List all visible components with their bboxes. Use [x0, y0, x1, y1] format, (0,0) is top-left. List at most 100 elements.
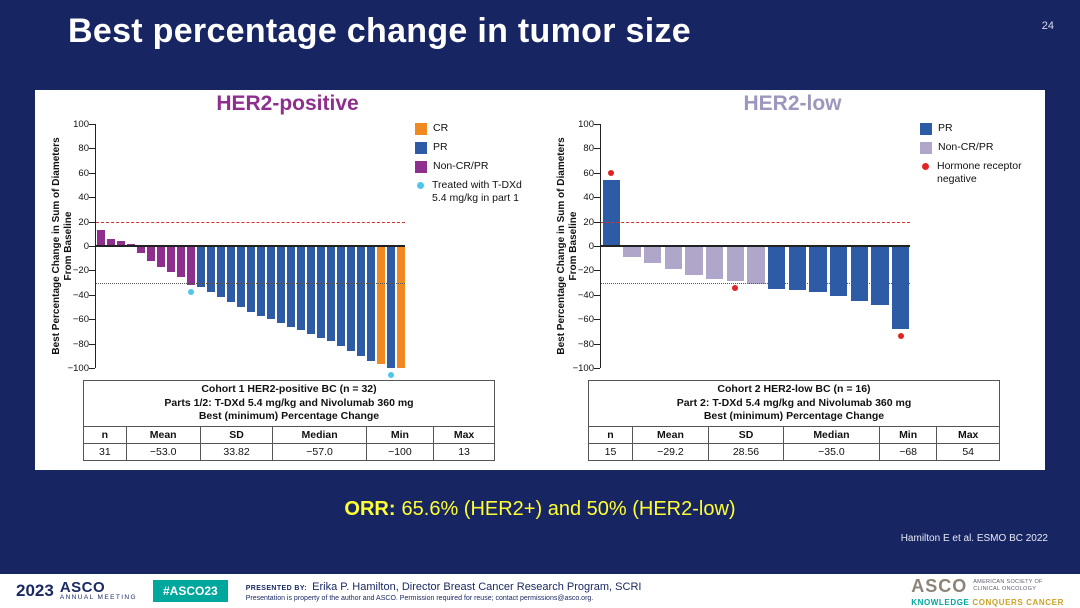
chart-her2-low: HER2-low Best Percentage Change in Sum o… — [540, 90, 1045, 470]
waterfall-bar — [96, 230, 106, 246]
footer-asco-text: ASCO — [59, 579, 106, 597]
waterfall-bar — [126, 243, 136, 246]
legend-item: Non-CR/PR — [920, 141, 1042, 154]
plot-area — [594, 124, 910, 369]
y-tick-mark — [89, 368, 95, 369]
y-tick-label: −60 — [72, 314, 89, 326]
y-tick-label: 60 — [583, 167, 594, 179]
stats-table: Cohort 1 HER2-positive BC (n = 32) Parts … — [83, 380, 495, 461]
table-value-cell: 28.56 — [708, 442, 784, 461]
legend-item: PR — [920, 122, 1042, 135]
y-tick-label: 80 — [583, 143, 594, 155]
waterfall-bar — [196, 246, 206, 288]
waterfall-bar — [136, 246, 146, 254]
footer-asco-wordmark: ASCO ANNUAL MEETING — [60, 580, 137, 602]
y-tick-labels: 100 80 60 40 20 0 −20 −40 −60 −80 −100 — [43, 119, 93, 374]
page-number: 24 — [1041, 20, 1054, 32]
legend-square-icon — [415, 123, 427, 135]
table-column-header: SD — [199, 425, 274, 444]
y-tick-mark — [594, 172, 600, 174]
y-tick-mark — [594, 246, 600, 247]
table-value-cell: 31 — [83, 442, 127, 461]
waterfall-bar — [236, 246, 246, 307]
y-tick-label: 100 — [73, 119, 89, 130]
table-title-line: Best (minimum) Percentage Change — [198, 410, 380, 423]
orr-label: ORR: — [344, 498, 396, 520]
table-column-header: Median — [272, 425, 367, 444]
orr-summary: ORR: 65.6% (HER2+) and 50% (HER2-low) — [0, 498, 1080, 521]
y-tick-mark — [594, 148, 600, 150]
orr-text: 65.6% (HER2+) and 50% (HER2-low) — [401, 498, 736, 520]
table-value-cell: 33.82 — [199, 442, 274, 461]
legend-item: Hormone receptor negative — [920, 160, 1042, 185]
waterfall-bar — [767, 246, 786, 289]
reference-line-dotted — [96, 282, 405, 284]
legend-label: Non-CR/PR — [433, 160, 489, 172]
y-tick-mark — [594, 197, 600, 199]
table-column-header: Min — [878, 425, 938, 444]
table-value-cell: 15 — [588, 442, 633, 461]
waterfall-bar — [623, 246, 641, 257]
y-tick-labels: 100 80 60 40 20 0 −20 −40 −60 −80 −100 — [548, 119, 598, 374]
waterfall-bar — [286, 246, 296, 327]
table-value-cell: −68 — [878, 442, 938, 461]
waterfall-bar — [366, 246, 376, 361]
table-column-header: Max — [936, 425, 1000, 444]
table-value-cell: −29.2 — [631, 442, 710, 461]
legend-square-icon — [415, 161, 427, 173]
y-tick-mark — [89, 221, 95, 223]
waterfall-bar — [156, 246, 166, 267]
legend-item: CR — [415, 122, 537, 135]
x-axis-line — [601, 245, 910, 247]
y-tick-label: −20 — [72, 265, 89, 277]
reference-line-dashed — [601, 221, 910, 223]
waterfall-bar — [246, 246, 256, 312]
y-tick-mark — [89, 197, 95, 199]
waterfall-bar — [705, 246, 724, 279]
asco-society-name-line1: AMERICAN SOCIETY OF — [973, 578, 1043, 585]
marker-dot — [188, 289, 194, 296]
y-tick-label: −60 — [577, 314, 594, 326]
table-column-header: Mean — [125, 425, 201, 444]
table-value-cell: −53.0 — [125, 442, 201, 461]
asco-annual-meeting-logo: 2023 ASCO ANNUAL MEETING — [16, 580, 137, 602]
presented-by-line: PRESENTED BY: Erika P. Hamilton, Directo… — [246, 581, 642, 593]
chart-title: HER2-low — [743, 92, 842, 115]
table-column-header: n — [83, 425, 127, 444]
waterfall-bar — [206, 246, 216, 293]
waterfall-bar — [602, 180, 620, 246]
disclaimer-text: Presentation is property of the author a… — [245, 594, 594, 602]
legend-label: PR — [938, 122, 953, 134]
hashtag-badge: #ASCO23 — [152, 580, 228, 602]
y-tick-mark — [594, 221, 600, 223]
y-tick-label: −80 — [72, 338, 89, 350]
y-tick-mark — [594, 343, 600, 345]
asco-society-name: AMERICAN SOCIETY OF CLINICAL ONCOLOGY — [973, 579, 1042, 593]
waterfall-bar — [788, 246, 806, 290]
waterfall-bar — [166, 246, 176, 272]
y-tick-label: 60 — [78, 167, 89, 179]
footer: 2023 ASCO ANNUAL MEETING #ASCO23 PRESENT… — [0, 574, 1080, 608]
legend-label: Treated with T-DXd 5.4 mg/kg in part 1 — [432, 179, 522, 204]
presenter-name: Erika P. Hamilton, Director Breast Cance… — [312, 580, 642, 593]
legend-square-icon — [920, 142, 932, 154]
legend-label: PR — [433, 141, 448, 153]
footer-year: 2023 — [16, 581, 54, 600]
legend-item: PR — [415, 141, 537, 154]
table-title-cell: Cohort 1 HER2-positive BC (n = 32) Parts … — [83, 380, 495, 427]
table-value-cell: −35.0 — [782, 442, 880, 461]
waterfall-bar — [356, 246, 366, 356]
waterfall-bar — [346, 246, 356, 351]
y-tick-label: 20 — [78, 216, 89, 228]
table-column-header: Min — [365, 425, 435, 444]
waterfall-bar — [336, 246, 346, 347]
asco-society-name-line2: CLINICAL ONCOLOGY — [973, 586, 1037, 592]
waterfall-bar — [891, 246, 910, 329]
y-tick-label: 40 — [583, 192, 594, 204]
waterfall-bar — [643, 246, 662, 264]
y-tick-mark — [594, 294, 600, 296]
slide-title: Best percentage change in tumor size — [68, 12, 691, 50]
table-title-line: Best (minimum) Percentage Change — [703, 410, 885, 423]
table-value-cell: 54 — [936, 442, 1000, 461]
presented-by-label: PRESENTED BY: — [245, 584, 308, 592]
